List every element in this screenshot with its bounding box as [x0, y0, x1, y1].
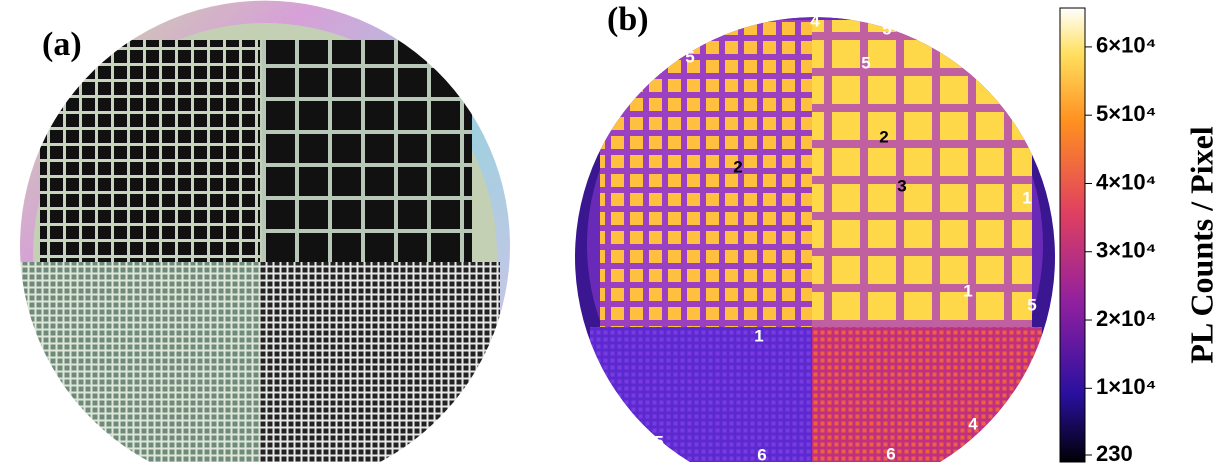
- region-label: 5: [882, 19, 891, 38]
- region-label: 2: [879, 127, 888, 146]
- region-label: 6: [886, 444, 895, 463]
- region-label: 4: [810, 11, 820, 30]
- tick-label: 3×10⁴: [1096, 238, 1156, 263]
- pl-map: [575, 17, 1055, 474]
- colorbar-title: PL Counts / Pixel: [1183, 126, 1219, 363]
- tick-label: 2×10⁴: [1096, 306, 1156, 331]
- region-label: 1: [963, 281, 972, 300]
- region-label: 5: [861, 53, 870, 72]
- tick-label: 230: [1096, 441, 1133, 466]
- tick-label: 5×10⁴: [1096, 101, 1156, 126]
- tick-label: 6×10⁴: [1096, 33, 1156, 58]
- region-label: 3: [897, 176, 906, 195]
- region-label: 6: [757, 445, 766, 464]
- region-label: 1: [754, 326, 763, 345]
- colorbar: [1060, 8, 1085, 462]
- colorbar-axis: 230 1×10⁴ 2×10⁴ 3×10⁴ 4×10⁴ 5×10⁴ 6×10⁴: [1085, 33, 1156, 466]
- tick-label: 4×10⁴: [1096, 169, 1156, 194]
- panel-label: (a): [42, 26, 82, 63]
- region-label: 5: [685, 47, 694, 66]
- figure: (a) (b) 4555223115145466 2301×10⁴2×10⁴3×…: [0, 0, 1225, 474]
- region-label: 2: [733, 157, 742, 176]
- region-label: 1: [1022, 188, 1031, 207]
- region-label: 4: [968, 414, 978, 433]
- region-label: 5: [654, 432, 663, 451]
- tick-label: 1×10⁴: [1096, 374, 1156, 399]
- wafer-photo: [20, 1, 510, 474]
- region-label: 5: [1027, 295, 1036, 314]
- region-label: 4: [617, 414, 627, 433]
- panel-label: (b): [607, 1, 649, 38]
